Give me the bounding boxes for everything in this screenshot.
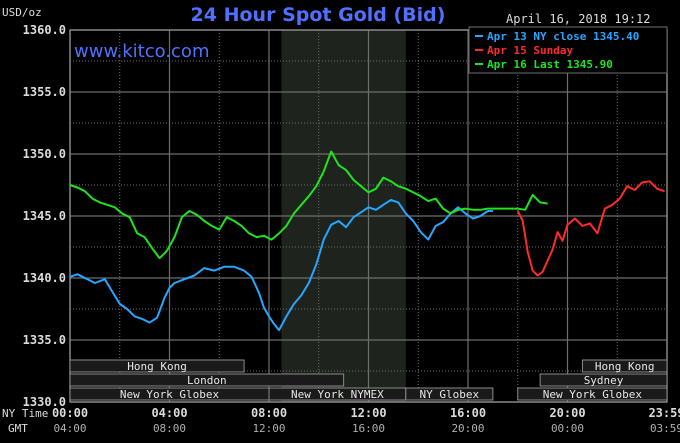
watermark-url: www.kitco.com [74, 41, 209, 62]
session-bar [69, 373, 345, 387]
session-label: London [187, 374, 227, 387]
session-bar [539, 373, 668, 387]
gmt-row-label: GMT [8, 422, 28, 435]
y-tick-label: 1350.0 [23, 147, 66, 161]
x-tick-label-gmt: 04:00 [53, 422, 86, 435]
y-tick-label: 1335.0 [23, 333, 66, 347]
legend-box [468, 26, 668, 74]
x-tick-label-ny: 23:59 [648, 406, 680, 420]
y-tick-label: 1340.0 [23, 271, 66, 285]
y-tick-label: 1360.0 [23, 23, 66, 37]
chart-title: 24 Hour Spot Gold (Bid) [191, 4, 446, 26]
axis-ticks: 1360.0 1355.0 1350.0 1345.0 1340.0 1335.0 1330… [23, 23, 680, 435]
y-axis-label: USD/oz [2, 6, 42, 19]
date-label: April 16, 2018 19:12 [506, 12, 651, 26]
legend-entry: Apr 13 NY close 1345.40 [487, 30, 639, 43]
x-tick-label-ny: 12:00 [350, 406, 386, 420]
session-bar [405, 387, 494, 401]
session-label: Hong Kong [595, 360, 655, 373]
series-line-2 [69, 150, 548, 260]
grid [69, 29, 668, 403]
session-label: Hong Kong [127, 360, 187, 373]
series-line-0 [69, 198, 493, 332]
x-tick-label-gmt: 03:59 [650, 422, 680, 435]
legend-entry: Apr 15 Sunday [487, 44, 573, 57]
x-tick-label-ny: 08:00 [251, 406, 287, 420]
session-label: New York Globex [120, 388, 220, 401]
legend-entry: Apr 16 Last 1345.90 [487, 58, 613, 71]
series-lines [69, 150, 665, 332]
x-tick-label-ny: 00:00 [52, 406, 88, 420]
session-bar [517, 387, 668, 401]
session-bar [581, 359, 668, 373]
session-label: New York Globex [543, 388, 643, 401]
x-tick-label-ny: 16:00 [450, 406, 486, 420]
x-tick-label-ny: 20:00 [549, 406, 585, 420]
ny-time-row-label: NY Time [2, 407, 48, 420]
x-tick-label-ny: 04:00 [151, 406, 187, 420]
session-label: New York NYMEX [291, 388, 384, 401]
x-tick-label-gmt: 08:00 [153, 422, 186, 435]
session-label: NY Globex [420, 388, 480, 401]
x-tick-label-gmt: 12:00 [252, 422, 285, 435]
x-tick-label-gmt: 16:00 [352, 422, 385, 435]
y-tick-label: 1355.0 [23, 85, 66, 99]
y-tick-label: 1345.0 [23, 209, 66, 223]
session-bar [69, 359, 245, 373]
x-tick-label-gmt: 00:00 [551, 422, 584, 435]
session-label: Sydney [584, 374, 624, 387]
series-line-1 [516, 180, 665, 277]
x-tick-label-gmt: 20:00 [451, 422, 484, 435]
plot-frame [69, 29, 668, 403]
y-tick-label: 1330.0 [23, 395, 66, 409]
